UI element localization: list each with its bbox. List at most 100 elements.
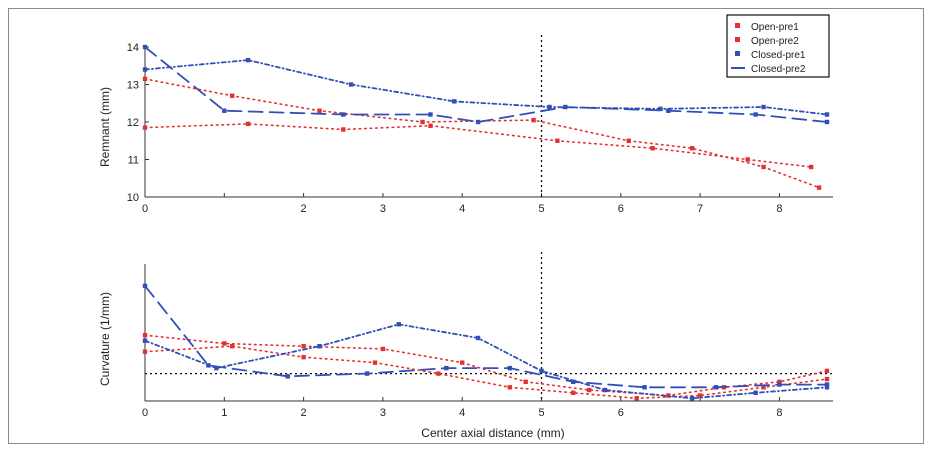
x-tick-label: 6: [618, 203, 624, 215]
data-point-open-pre1: [380, 346, 386, 352]
data-point-closed-pre1: [245, 57, 251, 63]
data-point-closed-pre1: [317, 344, 322, 349]
x-tick-label: 8: [776, 407, 782, 419]
data-point-closed-pre1: [142, 67, 148, 72]
data-point-open-pre2: [428, 123, 433, 128]
data-point-closed-pre2: [777, 382, 782, 387]
y-tick-label: 11: [128, 155, 139, 167]
series-line-closed-pre1: [144, 59, 828, 116]
x-tick-label: 0: [142, 407, 148, 419]
data-point-closed-pre2: [571, 379, 576, 385]
data-point-closed-pre1: [824, 385, 830, 390]
data-point-closed-pre1: [658, 106, 663, 112]
legend-label: Closed-pre2: [751, 64, 806, 75]
data-point-open-pre2: [697, 393, 703, 398]
data-point-closed-pre2: [444, 365, 449, 371]
y-tick-label: 10: [127, 192, 139, 204]
legend-box: [726, 14, 830, 78]
x-tick-label: 0: [142, 203, 148, 215]
data-point-closed-pre1: [824, 112, 830, 117]
series-line-closed-pre1: [144, 323, 828, 400]
x-tick-label: 3: [380, 203, 386, 215]
data-point-open-pre1: [816, 185, 822, 190]
data-point-open-pre2: [436, 371, 441, 376]
data-point-open-pre1: [523, 379, 528, 385]
series-line-open-pre1: [144, 78, 820, 189]
data-point-open-pre2: [761, 385, 766, 390]
x-tick-label: 3: [380, 407, 386, 419]
y-tick-label: 13: [127, 80, 139, 92]
y-tick-label: 12: [127, 117, 139, 129]
data-point-closed-pre2: [475, 119, 481, 125]
data-point-closed-pre2: [642, 385, 647, 390]
data-point-open-pre1: [689, 146, 695, 151]
x-tick-label: 5: [538, 203, 544, 215]
data-point-closed-pre1: [452, 99, 457, 104]
data-point-closed-pre2: [142, 44, 148, 50]
data-point-open-pre1: [222, 341, 227, 346]
legend-label: Closed-pre1: [751, 50, 806, 61]
data-point-open-pre1: [586, 387, 592, 393]
data-point-closed-pre2: [824, 382, 830, 387]
data-point-open-pre1: [761, 164, 766, 170]
legend-label: Open-pre2: [751, 36, 799, 47]
data-point-closed-pre1: [761, 104, 766, 110]
data-point-closed-pre2: [222, 108, 227, 113]
data-point-closed-pre1: [602, 387, 608, 393]
data-point-open-pre2: [650, 146, 655, 151]
data-point-open-pre1: [420, 119, 425, 125]
legend-marker: [735, 23, 740, 28]
data-point-open-pre2: [507, 385, 512, 390]
data-point-closed-pre2: [428, 112, 433, 117]
data-point-closed-pre2: [341, 112, 346, 117]
data-point-open-pre2: [745, 157, 750, 162]
legend-marker: [735, 51, 740, 56]
x-tick-label: 6: [618, 407, 624, 419]
bottom-y-axis-label: Curvature (1/mm): [98, 292, 112, 386]
series-line-open-pre2: [144, 345, 828, 400]
x-tick-label: 2: [301, 407, 307, 419]
x-tick-label: 7: [697, 203, 703, 215]
data-point-open-pre2: [301, 354, 306, 360]
x-tick-label: 2: [301, 203, 307, 215]
data-point-closed-pre2: [753, 112, 758, 117]
data-point-open-pre2: [571, 390, 576, 395]
top-y-axis-label: Remnant (mm): [98, 87, 112, 167]
x-tick-label: 8: [776, 203, 782, 215]
data-point-closed-pre2: [507, 365, 512, 371]
data-point-closed-pre1: [539, 368, 544, 374]
data-point-open-pre1: [301, 344, 306, 349]
data-point-open-pre1: [317, 108, 322, 113]
data-point-closed-pre2: [824, 119, 830, 125]
figure-frame: Remnant (mm) 0 2 3 4 5 6 7 8 10 11 12 13 14 Curvatur…: [8, 8, 924, 444]
data-point-open-pre1: [230, 93, 235, 98]
data-point-open-pre2: [808, 164, 814, 170]
series-line-open-pre2: [144, 123, 812, 168]
data-point-closed-pre1: [689, 396, 695, 401]
x-tick-label: 4: [459, 407, 465, 419]
x-tick-label: 1: [221, 407, 227, 419]
data-point-open-pre2: [555, 138, 560, 143]
y-tick-label: 14: [127, 42, 139, 54]
data-point-closed-pre1: [753, 390, 758, 395]
data-point-closed-pre2: [666, 108, 671, 113]
data-point-closed-pre2: [142, 283, 148, 289]
top-panel: Remnant (mm) 0 2 3 4 5 6 7 8 10 11 12 13 14: [98, 35, 833, 215]
legend-label: Open-pre1: [751, 22, 799, 33]
data-point-open-pre1: [824, 368, 830, 374]
data-point-open-pre2: [824, 376, 830, 382]
data-point-closed-pre1: [475, 335, 481, 341]
data-point-open-pre1: [460, 360, 465, 365]
data-point-closed-pre2: [563, 104, 568, 110]
data-point-closed-pre1: [214, 365, 219, 371]
data-point-open-pre1: [777, 379, 782, 385]
data-point-open-pre1: [142, 333, 148, 338]
data-point-open-pre1: [142, 76, 148, 82]
legend: Open-pre1 Open-pre2 Closed-pre1 Closed-pre2: [726, 14, 830, 78]
bottom-x-axis-label: Center axial distance (mm): [421, 426, 564, 440]
bottom-panel: Curvature (1/mm) Center axial distance (…: [98, 252, 833, 440]
data-point-open-pre1: [626, 138, 631, 143]
legend-marker: [735, 37, 740, 42]
data-point-closed-pre1: [547, 104, 552, 110]
